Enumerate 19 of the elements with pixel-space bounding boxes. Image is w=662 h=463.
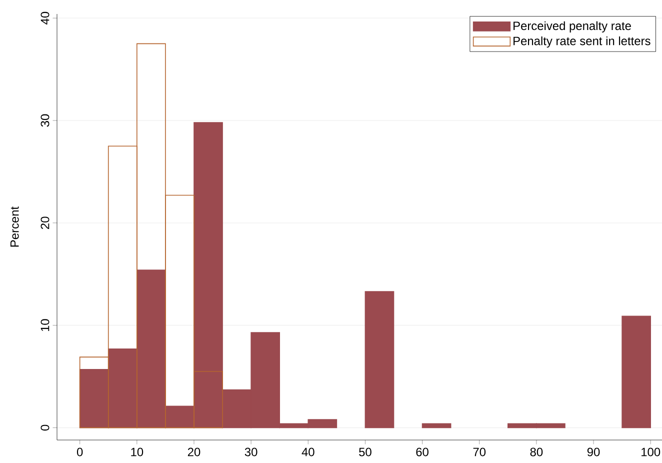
x-tick-label: 50 <box>359 448 372 456</box>
x-tick-label: 90 <box>587 448 600 456</box>
y-tick-label: 30 <box>40 114 50 127</box>
x-tick-label: 20 <box>188 448 200 456</box>
x-tick-label: 100 <box>642 448 660 456</box>
x-tick-label: 70 <box>473 448 486 456</box>
y-tick-label: 0 <box>40 424 50 431</box>
x-tick-label: 80 <box>530 448 543 456</box>
y-tick-label: 20 <box>40 216 50 229</box>
legend-label: Perceived penalty rate <box>514 21 631 32</box>
legend-label: Penalty rate sent in letters <box>514 36 650 48</box>
y-tick-label: 10 <box>40 319 50 332</box>
x-tick-label: 60 <box>416 448 428 456</box>
x-tick-label: 40 <box>302 448 314 456</box>
y-axis-title: Percent <box>10 206 19 247</box>
y-tick-label: 40 <box>40 12 50 24</box>
x-tick-label: 0 <box>76 448 83 456</box>
x-tick-label: 10 <box>131 448 144 456</box>
x-tick-label: 30 <box>244 448 258 456</box>
